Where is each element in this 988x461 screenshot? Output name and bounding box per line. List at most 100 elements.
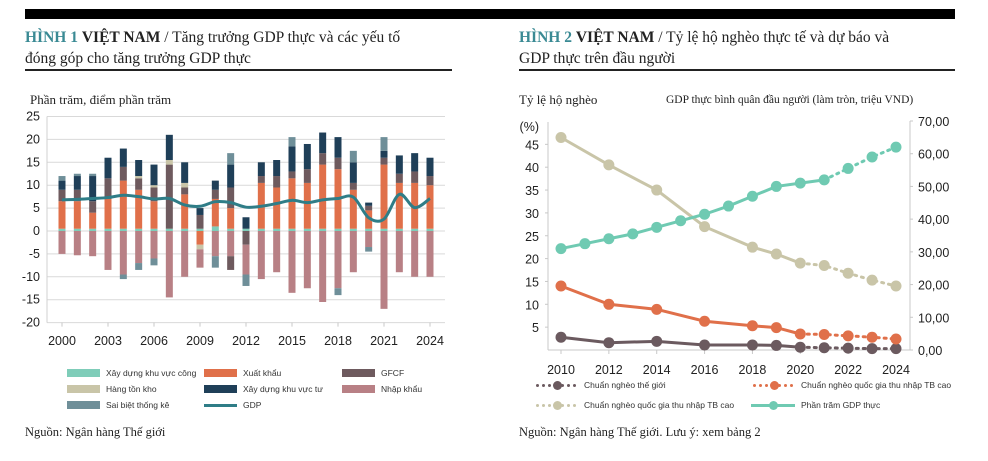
chart2-data-point: [555, 280, 567, 292]
chart2-right-tick-label: 30,00: [918, 246, 949, 260]
chart2-x-tick-label: 2024: [882, 363, 910, 377]
chart1-bar-segment: [349, 182, 357, 190]
chart1-bar-segment: [181, 231, 189, 277]
legend-swatch: [342, 385, 375, 393]
chart1-x-tick-label: 2003: [94, 334, 122, 348]
chart1-bar-segment: [242, 217, 250, 229]
legend-label: Phần trăm GDP thực: [801, 400, 881, 410]
chart1-bar-segment: [227, 164, 235, 188]
chart1-bar-segment: [227, 256, 235, 270]
chart1-bar-segment: [303, 143, 311, 170]
top-black-bar: [25, 9, 955, 19]
figure2-left-axis-label: Tỷ lệ hộ nghèo: [519, 92, 598, 107]
chart1-x-tick-label: 2024: [416, 334, 444, 348]
chart1-bar-segment: [73, 228, 81, 231]
chart1-bar-segment: [411, 228, 419, 231]
chart2-x-tick-label: 2014: [643, 363, 671, 377]
chart2-right-tick-label: 60,00: [918, 148, 949, 162]
chart1-bar-segment: [365, 210, 373, 229]
chart1-bar-segment: [395, 155, 403, 174]
chart1-x-tick-label: 2000: [48, 334, 76, 348]
chart1-bar-segment: [58, 189, 66, 202]
chart1-bar-segment: [73, 173, 81, 177]
chart1-bar-segment: [211, 198, 219, 227]
chart1-bar-segment: [395, 173, 403, 183]
chart1-x-tick-label: 2015: [278, 334, 306, 348]
chart1-bar-segment: [150, 201, 158, 229]
chart2-legend-item: Phần trăm GDP thực: [751, 400, 880, 410]
chart1-bar-segment: [211, 180, 219, 190]
chart1-bar-segment: [273, 187, 281, 229]
chart2-data-point: [627, 228, 639, 240]
chart1-bar-segment: [150, 231, 158, 259]
chart1-bar-segment: [273, 176, 281, 188]
chart1-bar-segment: [135, 178, 143, 190]
chart1-bar-segment: [242, 231, 250, 245]
chart1-bar-segment: [165, 134, 173, 161]
chart1-bar-segment: [273, 160, 281, 177]
chart2-left-tick-label: 5: [532, 321, 539, 335]
chart1-bar-segment: [349, 189, 357, 229]
chart1-bar-segment: [135, 263, 143, 270]
chart2-series-line: [560, 284, 801, 336]
chart1-bar-segment: [104, 231, 112, 270]
chart2-data-point: [842, 330, 854, 342]
chart2-data-point: [699, 315, 711, 327]
chart1-bar-segment: [135, 189, 143, 229]
chart2-x-tick-label: 2018: [739, 363, 767, 377]
chart1-bar-segment: [411, 182, 419, 229]
chart1-bar-segment: [58, 228, 66, 231]
chart1-bar-segment: [58, 231, 66, 254]
chart2-data-point: [794, 341, 806, 353]
chart1-bar-segment: [150, 258, 158, 266]
chart2-data-point: [770, 248, 782, 260]
chart1-bar-segment: [303, 228, 311, 231]
chart1-x-tick-label: 2018: [324, 334, 352, 348]
legend-label: Xây dựng khu vực công: [106, 368, 197, 378]
chart1-bar-segment: [334, 288, 342, 296]
chart1-bar-segment: [380, 231, 388, 309]
chart1-bar-segment: [303, 169, 311, 183]
chart2-left-tick-label: 15: [525, 275, 539, 289]
chart1-bar-segment: [426, 231, 434, 277]
chart1-bar-segment: [242, 228, 250, 231]
chart2-left-tick-label: 20: [525, 253, 539, 267]
chart1-x-tick-label: 2006: [140, 334, 168, 348]
chart1-bar-segment: [135, 160, 143, 177]
chart1-bar-segment: [89, 176, 97, 202]
chart1-bar-segment: [288, 178, 296, 229]
chart1-bar-segment: [104, 198, 112, 229]
legend-label: Chuẩn nghèo quốc gia thu nhập TB cao: [801, 380, 952, 390]
chart1-bar-segment: [365, 228, 373, 231]
figure2-source: Nguồn: Ngân hàng Thế giới. Lưu ý: xem bả…: [519, 425, 761, 439]
chart1-bar-segment: [242, 274, 250, 286]
chart1-bar-segment: [211, 231, 219, 257]
chart1-bar-segment: [303, 231, 311, 289]
legend-marker: [751, 400, 795, 410]
chart2-data-point: [579, 238, 591, 250]
chart1-bar-segment: [119, 166, 127, 181]
chart1-bar-segment: [227, 153, 235, 165]
chart2-data-point: [699, 208, 711, 220]
chart1-bar-segment: [89, 201, 97, 213]
chart1-bar-segment: [380, 164, 388, 229]
chart1-bar-segment: [89, 212, 97, 229]
chart1-bar-segment: [288, 231, 296, 293]
chart2-data-point: [651, 184, 663, 196]
chart2-x-tick-label: 2010: [547, 363, 575, 377]
chart1-bar-segment: [411, 171, 419, 183]
chart1-bar-segment: [73, 176, 81, 190]
chart1-x-tick-label: 2012: [232, 334, 260, 348]
chart1-bar-segment: [150, 187, 158, 202]
chart1-bar-segment: [119, 228, 127, 231]
chart1-bar-segment: [119, 148, 127, 167]
chart1-bar-segment: [319, 228, 327, 231]
chart1-bar-segment: [73, 201, 81, 229]
chart2-data-point: [890, 343, 902, 355]
chart1-bar-segment: [89, 228, 97, 231]
chart1-y-tick-label: 25: [26, 110, 40, 124]
chart1-bar-segment: [319, 132, 327, 154]
chart2-legend-item: Chuẩn nghèo quốc gia thu nhập TB cao: [751, 380, 951, 390]
chart1-bar-segment: [135, 228, 143, 231]
chart2-left-tick-label: 35: [525, 184, 539, 198]
